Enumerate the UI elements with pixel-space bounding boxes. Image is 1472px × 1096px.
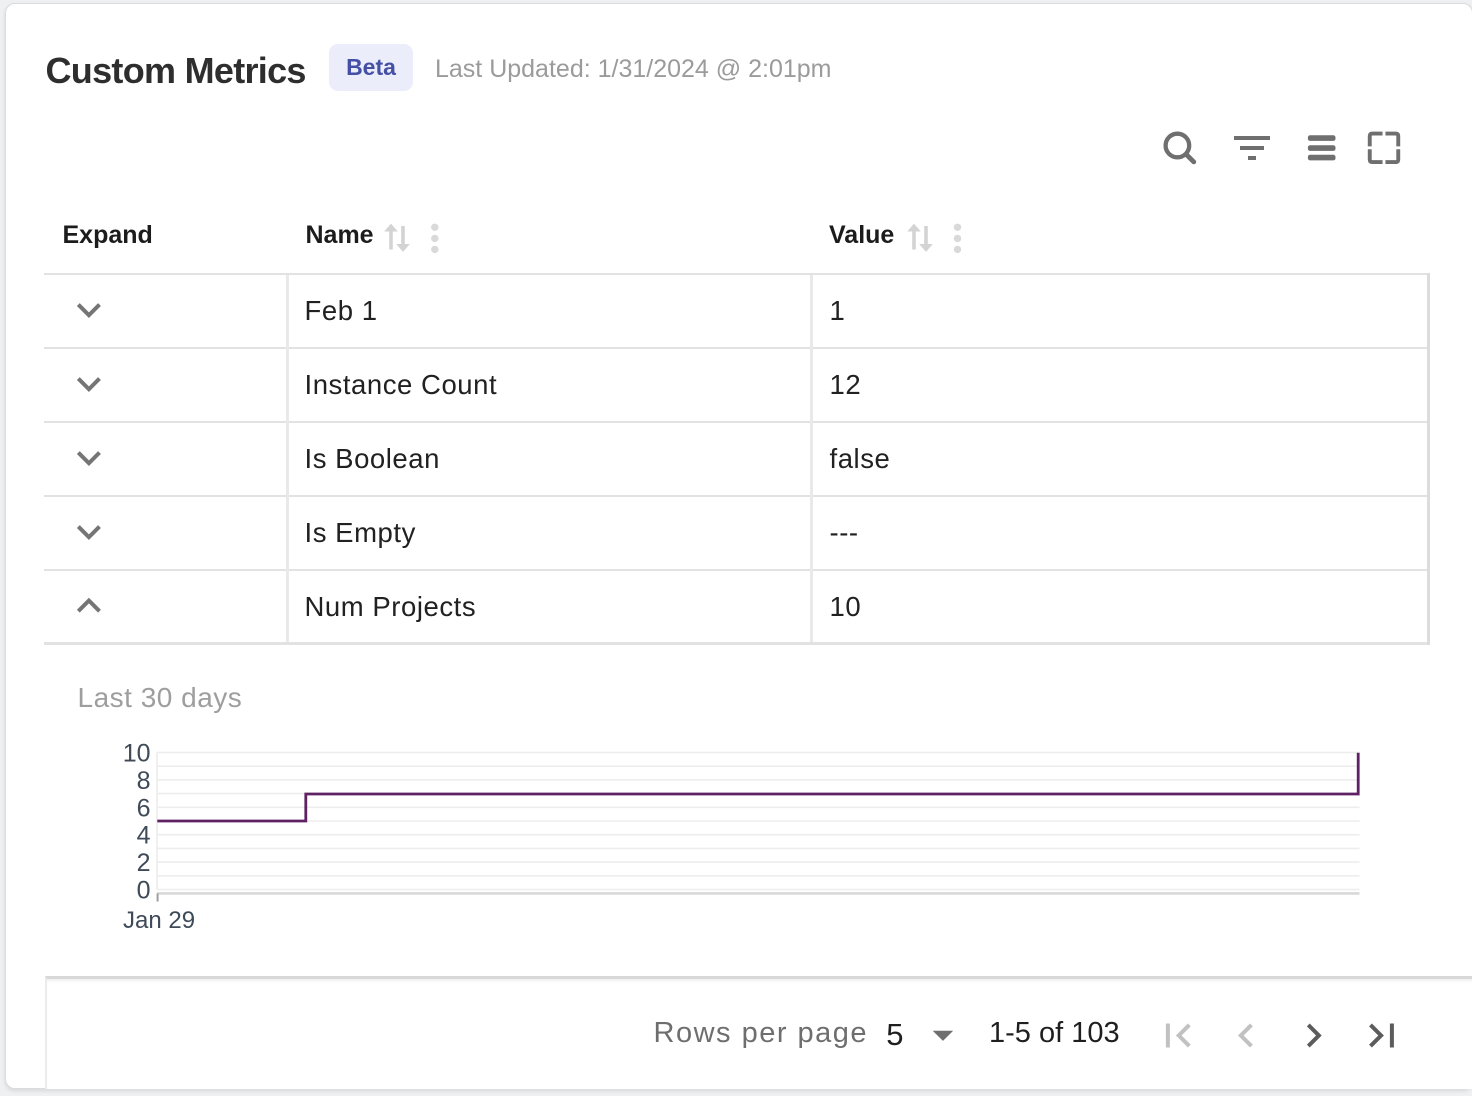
svg-text:8: 8 — [137, 767, 151, 795]
svg-text:6: 6 — [137, 794, 151, 822]
svg-text:2: 2 — [137, 849, 151, 877]
svg-text:4: 4 — [137, 822, 151, 850]
svg-text:10: 10 — [123, 740, 151, 768]
svg-text:Jan 29: Jan 29 — [123, 907, 195, 934]
svg-text:0: 0 — [137, 877, 151, 905]
